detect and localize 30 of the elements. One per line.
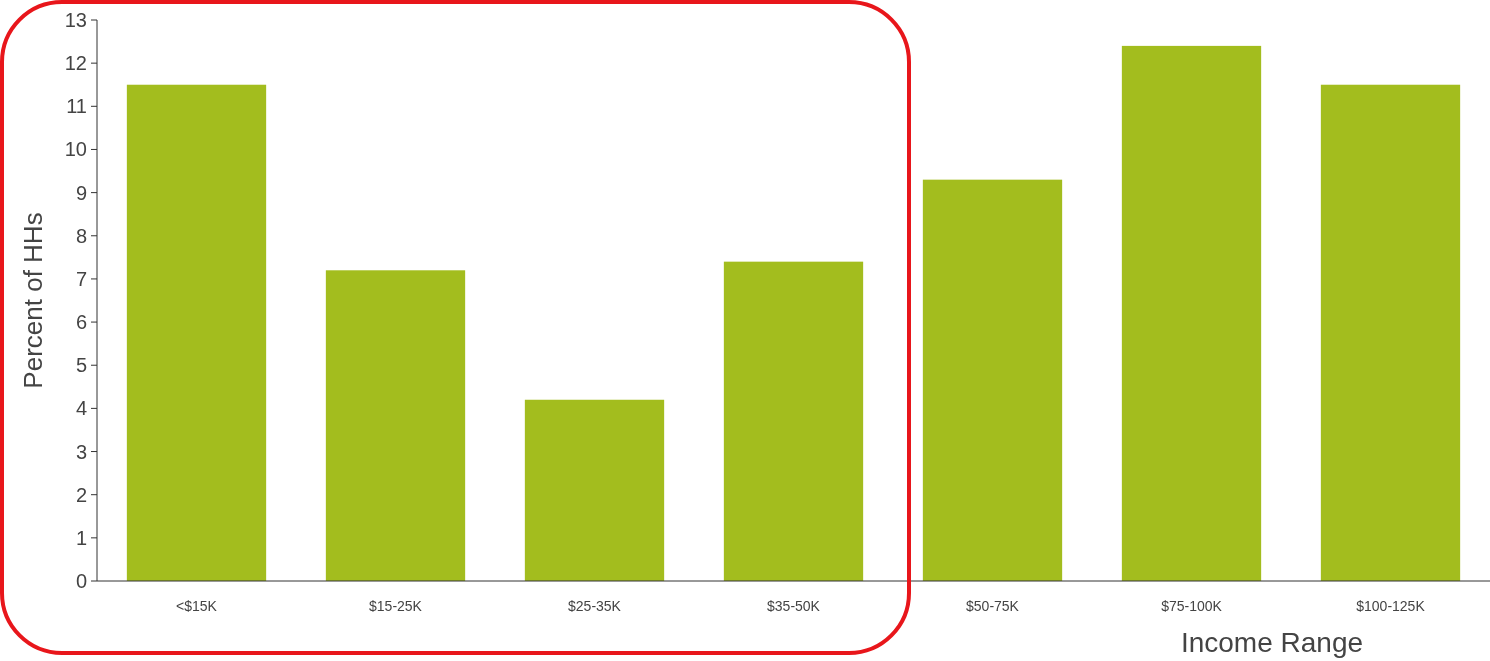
x-tick-label: <$15K (176, 598, 218, 614)
x-tick-label: $35-50K (767, 598, 821, 614)
y-tick-label: 2 (75, 483, 87, 506)
x-tick-label: $50-75K (966, 598, 1020, 614)
y-tick-label: 7 (75, 267, 87, 290)
y-tick-label: 3 (75, 440, 87, 463)
bar (723, 261, 864, 581)
y-tick-label: 1 (75, 526, 87, 549)
x-axis-title: Income Range (1180, 627, 1364, 658)
y-tick-label: 10 (64, 138, 87, 161)
bar (325, 270, 466, 581)
y-tick-label: 6 (75, 311, 87, 334)
y-tick-label: 9 (75, 181, 87, 204)
y-tick-label: 4 (75, 397, 87, 420)
y-tick-label: 11 (66, 95, 87, 118)
bar (922, 179, 1063, 581)
y-tick-label: 13 (64, 9, 87, 31)
y-tick-label: 8 (75, 224, 87, 247)
bar (1320, 84, 1461, 581)
x-tick-label: $100-125K (1356, 598, 1426, 614)
y-tick-label: 5 (75, 354, 87, 377)
bar (126, 84, 267, 581)
x-tick-label: $75-100K (1161, 598, 1223, 614)
y-tick-label: 0 (75, 570, 87, 592)
x-tick-label: $25-35K (568, 598, 622, 614)
bar (1121, 45, 1262, 581)
y-tick-label: 12 (64, 52, 87, 75)
x-tick-label: $15-25K (369, 598, 423, 614)
bar (524, 399, 665, 581)
y-axis-title: Percent of HHs (18, 212, 48, 389)
